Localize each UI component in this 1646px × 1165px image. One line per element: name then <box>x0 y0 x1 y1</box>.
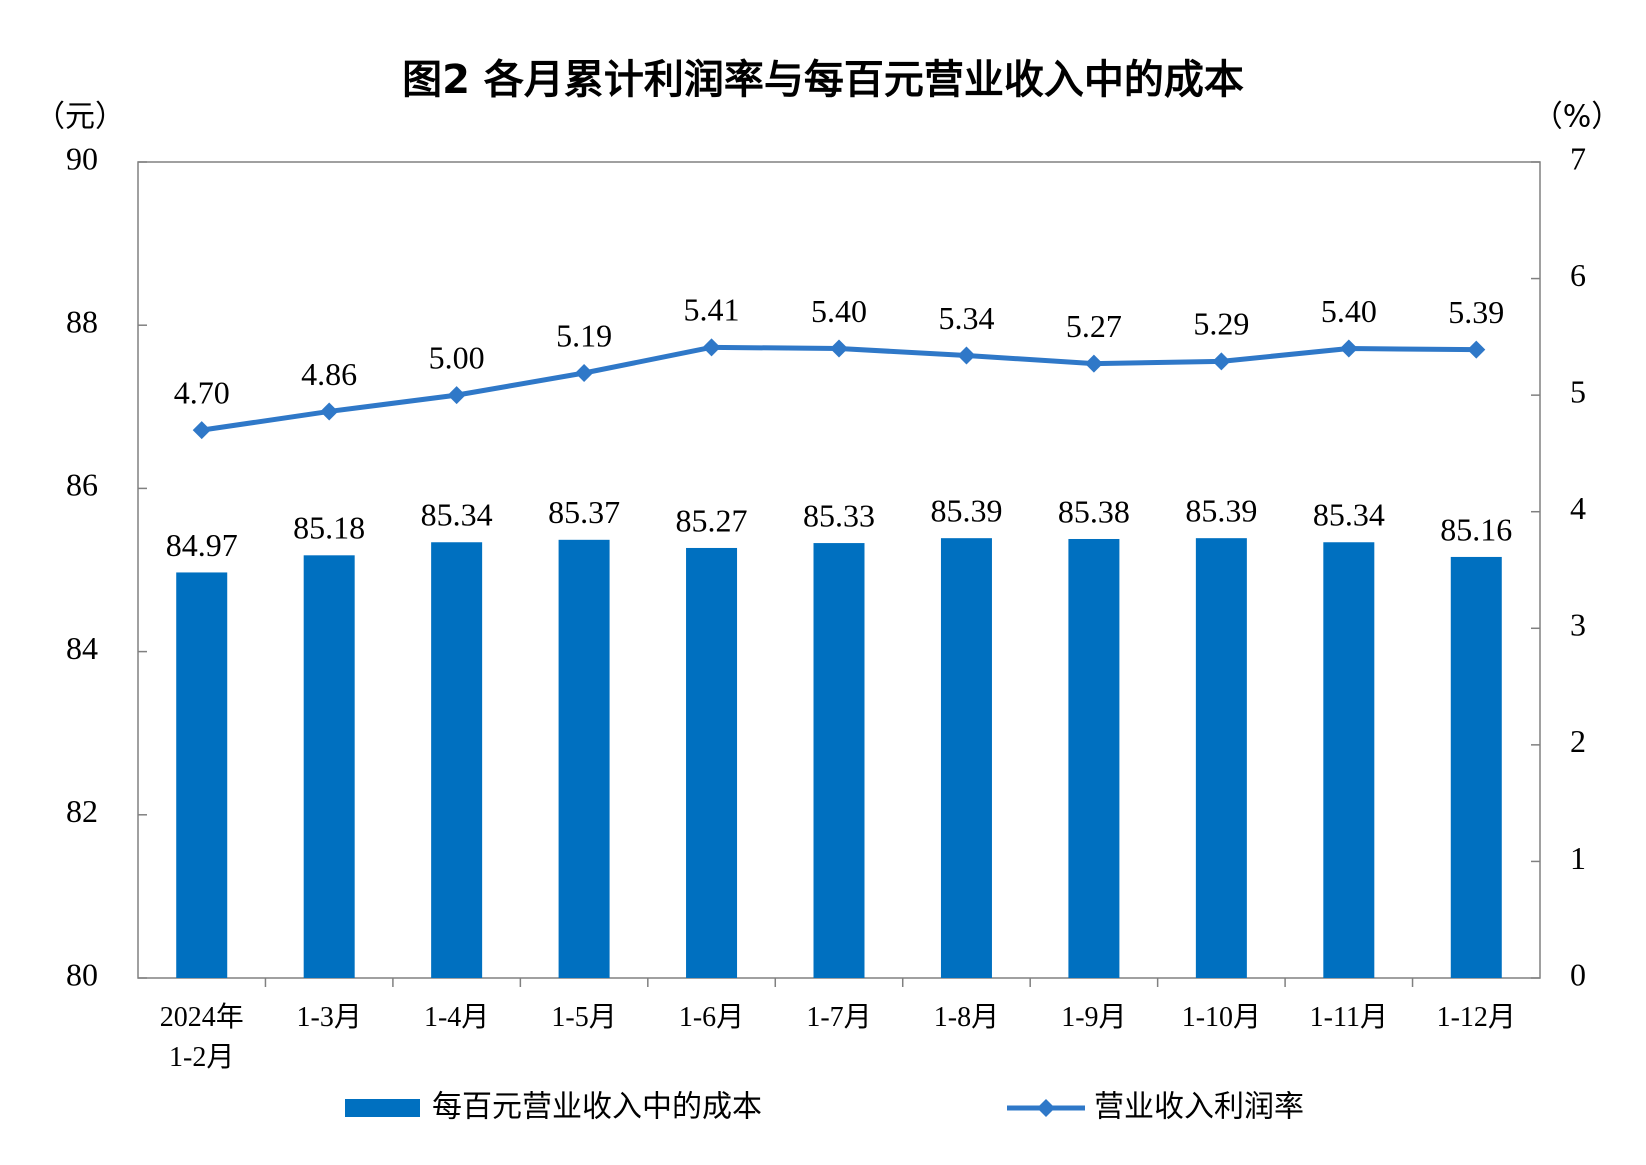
x-tick-label: 1-11月 <box>1309 1002 1388 1033</box>
bar-value-label: 85.39 <box>930 493 1002 529</box>
x-tick-label: 1-10月 <box>1181 1002 1262 1033</box>
line-marker <box>447 386 466 405</box>
bar-value-label: 85.16 <box>1440 511 1512 547</box>
legend-label: 每百元营业收入中的成本 <box>432 1090 762 1125</box>
bar-value-label: 85.27 <box>676 502 748 538</box>
line-marker <box>1339 339 1358 358</box>
bar-value-label: 85.39 <box>1185 493 1257 529</box>
bar <box>1068 538 1120 978</box>
x-tick-label: 1-3月 <box>296 1002 362 1033</box>
y-axis-label: （元） <box>35 100 125 135</box>
x-tick-label: 1-9月 <box>1061 1002 1127 1033</box>
y-tick-label: 80 <box>66 956 98 992</box>
bar-value-label: 85.33 <box>803 497 875 533</box>
line <box>201 344 1477 433</box>
y-tick-label: 90 <box>66 140 98 176</box>
bar <box>176 572 228 978</box>
y2-axis-label: （%） <box>1533 100 1622 135</box>
line-value-label: 5.00 <box>429 339 485 375</box>
y-tick-label: 82 <box>66 793 98 829</box>
line-value-label: 5.40 <box>811 293 867 329</box>
y-tick-label: 84 <box>66 630 98 666</box>
bar-value-label: 85.34 <box>421 497 493 533</box>
bar <box>431 542 483 978</box>
chart-title: 图2 各月累计利润率与每百元营业收入中的成本 <box>402 57 1244 103</box>
line-marker <box>1212 352 1231 371</box>
x-tick-label: 1-6月 <box>678 1002 745 1033</box>
y-tick-label: 86 <box>66 467 98 503</box>
line-marker <box>575 363 594 382</box>
bar <box>1450 556 1502 978</box>
line-marker <box>1467 340 1486 359</box>
legend-swatch <box>345 1099 420 1117</box>
y2-tick-label: 2 <box>1570 723 1586 759</box>
x-tick-label: 1-8月 <box>933 1002 1000 1033</box>
bar-value-label: 85.38 <box>1058 493 1130 529</box>
y2-tick-label: 3 <box>1570 607 1586 643</box>
line-value-label: 5.29 <box>1193 306 1249 342</box>
x-tick-label: 2024年 1-2月 <box>159 1002 244 1073</box>
bar <box>940 538 992 978</box>
bar <box>686 547 738 978</box>
bar-value-label: 85.37 <box>548 494 620 530</box>
line-marker <box>830 339 848 358</box>
y2-tick-label: 1 <box>1570 840 1586 876</box>
x-tick-label: 1-5月 <box>551 1002 617 1033</box>
x-tick-label: 1-12月 <box>1436 1002 1516 1033</box>
bar <box>1323 542 1375 978</box>
bar-value-label: 84.97 <box>166 527 238 563</box>
y2-tick-label: 4 <box>1570 490 1586 526</box>
line-value-label: 5.27 <box>1066 308 1122 344</box>
line-value-label: 4.70 <box>174 374 230 410</box>
line-value-label: 5.34 <box>938 300 994 336</box>
line-value-label: 5.39 <box>1448 294 1504 330</box>
y2-tick-label: 7 <box>1570 140 1586 176</box>
bar <box>813 543 865 978</box>
line-value-label: 4.86 <box>301 356 357 392</box>
line-marker <box>1084 354 1103 373</box>
line-marker <box>320 402 339 421</box>
bar <box>1195 538 1247 978</box>
y-tick-label: 88 <box>66 304 98 340</box>
x-tick-label: 1-7月 <box>806 1002 872 1033</box>
y2-tick-label: 0 <box>1570 956 1586 992</box>
bar <box>303 555 355 978</box>
bar-value-label: 85.18 <box>293 510 365 546</box>
line-marker <box>192 421 211 440</box>
line-value-label: 5.40 <box>1321 293 1377 329</box>
line-marker <box>957 346 976 365</box>
y2-tick-label: 6 <box>1570 257 1586 293</box>
line-value-label: 5.19 <box>556 317 612 353</box>
legend-marker <box>1037 1099 1055 1117</box>
line-marker <box>702 338 721 357</box>
legend-label: 营业收入利润率 <box>1094 1090 1304 1125</box>
bar <box>558 539 610 978</box>
y2-tick-label: 5 <box>1570 373 1586 409</box>
bar-value-label: 85.34 <box>1313 497 1385 533</box>
x-tick-label: 1-4月 <box>423 1002 490 1033</box>
line-value-label: 5.41 <box>684 292 740 328</box>
